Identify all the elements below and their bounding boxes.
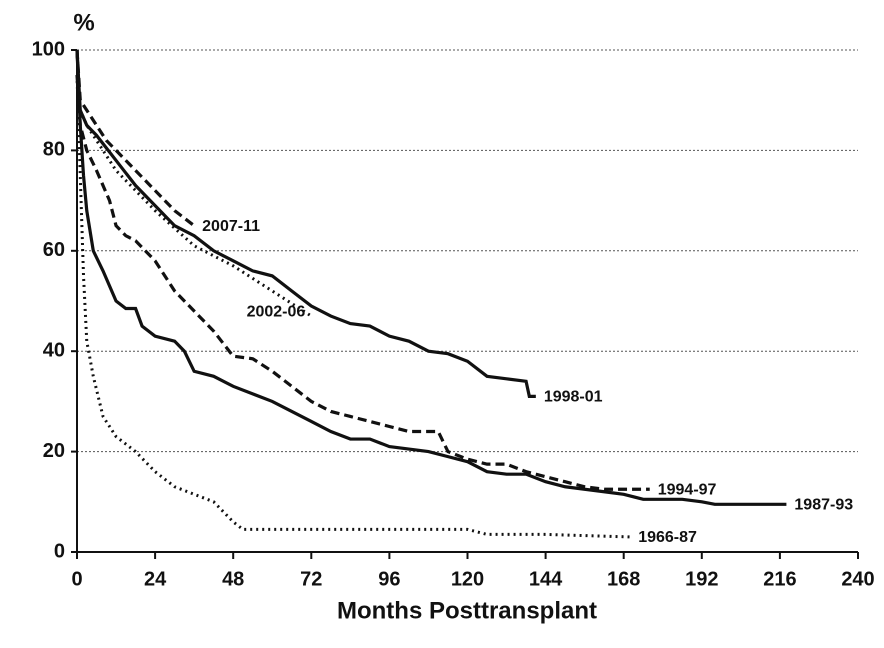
line <box>75 75 631 539</box>
x-axis-label: Months Posttransplant <box>337 597 597 624</box>
x-tick-label: 48 <box>222 568 244 590</box>
series-label: 1998-01 <box>544 389 603 406</box>
y-tick-label: 80 <box>43 139 65 161</box>
y-tick-label: 40 <box>43 339 65 361</box>
series-label: 2002-06 <box>247 303 306 320</box>
y-tick-label: 0 <box>54 540 65 562</box>
y-tick-label: 20 <box>43 440 65 462</box>
line <box>75 49 787 506</box>
x-tick-label: 0 <box>71 568 82 590</box>
series-label: 1987-93 <box>794 497 853 514</box>
x-tick-label: 216 <box>763 568 796 590</box>
y-axis-label: % <box>73 9 94 36</box>
series-label: 2007-11 <box>202 218 260 235</box>
y-tick-label: 60 <box>43 239 65 261</box>
x-tick-label: 240 <box>841 568 874 590</box>
line <box>75 74 650 491</box>
x-tick-label: 144 <box>529 568 563 590</box>
series-label: 1966-87 <box>638 529 697 546</box>
y-tick-label: 100 <box>32 38 65 60</box>
x-tick-label: 72 <box>300 568 322 590</box>
series-label: 1994-97 <box>658 481 717 498</box>
line <box>75 49 536 398</box>
line <box>75 49 196 227</box>
x-tick-label: 120 <box>451 568 484 590</box>
x-tick-label: 168 <box>607 568 640 590</box>
x-tick-label: 96 <box>378 568 400 590</box>
line <box>75 49 313 318</box>
x-tick-label: 192 <box>685 568 718 590</box>
x-tick-label: 24 <box>144 568 167 590</box>
